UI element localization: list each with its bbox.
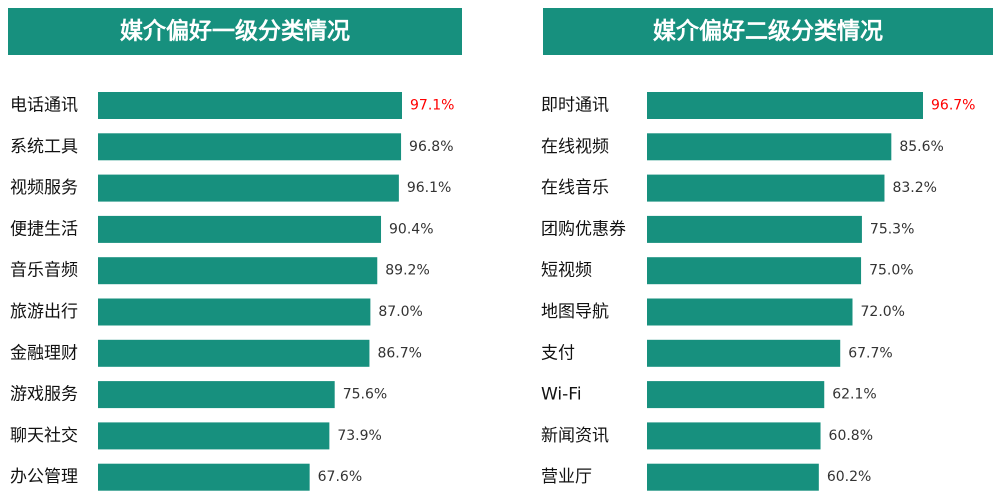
category-label: 电话通讯 [10, 96, 78, 116]
category-label: Wi-Fi [541, 385, 582, 405]
category-label: 音乐音频 [10, 261, 78, 281]
category-label: 金融理财 [10, 343, 78, 363]
category-label: 系统工具 [10, 137, 78, 157]
category-label: 便捷生活 [10, 219, 78, 239]
category-label: 游戏服务 [10, 385, 78, 405]
bar [98, 298, 371, 326]
bar [98, 133, 402, 161]
bar [647, 215, 862, 243]
bar [647, 422, 821, 450]
category-label: 短视频 [541, 261, 592, 281]
value-label: 86.7% [377, 345, 421, 361]
title-banner [543, 8, 993, 55]
bar [98, 381, 335, 409]
value-label: 97.1% [410, 98, 454, 114]
category-label: 新闻资讯 [541, 426, 609, 446]
value-label: 96.8% [409, 139, 453, 155]
value-label: 75.0% [869, 263, 913, 279]
value-label: 87.0% [378, 304, 422, 320]
bar [647, 381, 825, 409]
bar [98, 92, 402, 119]
category-label: 在线音乐 [541, 178, 609, 198]
bar [98, 463, 310, 491]
bar [98, 174, 399, 202]
category-label: 在线视频 [541, 137, 609, 157]
value-label: 75.6% [343, 387, 387, 403]
value-label: 72.0% [861, 304, 905, 320]
value-label: 83.2% [892, 180, 936, 196]
category-label: 团购优惠券 [541, 219, 626, 239]
value-label: 67.6% [318, 469, 362, 485]
bar [647, 133, 892, 161]
value-label: 90.4% [389, 221, 433, 237]
chart-title: 媒介偏好一级分类情况 [120, 18, 350, 45]
category-label: 支付 [541, 343, 575, 363]
value-label: 73.9% [337, 428, 381, 444]
value-label: 96.1% [407, 180, 451, 196]
value-label: 67.7% [848, 345, 892, 361]
bar [98, 215, 382, 243]
value-label: 75.3% [870, 221, 914, 237]
bar [647, 463, 819, 491]
category-label: 营业厅 [541, 467, 592, 487]
title-banner [8, 8, 462, 55]
bar [98, 339, 370, 367]
bar [98, 257, 378, 285]
bar [647, 339, 841, 367]
bar [647, 174, 885, 202]
bar [647, 257, 862, 285]
chart-title: 媒介偏好二级分类情况 [653, 18, 883, 45]
category-label: 聊天社交 [10, 426, 78, 446]
value-label: 89.2% [385, 263, 429, 279]
value-label: 60.8% [829, 428, 873, 444]
value-label: 85.6% [899, 139, 943, 155]
category-label: 地图导航 [541, 302, 609, 322]
bar [647, 298, 853, 326]
category-label: 即时通讯 [541, 96, 609, 116]
bar [647, 92, 923, 119]
category-label: 办公管理 [10, 467, 78, 487]
value-label: 62.1% [832, 387, 876, 403]
bar [98, 422, 330, 450]
value-label: 96.7% [931, 98, 975, 114]
category-label: 视频服务 [10, 178, 78, 198]
category-label: 旅游出行 [10, 302, 78, 322]
value-label: 60.2% [827, 469, 871, 485]
